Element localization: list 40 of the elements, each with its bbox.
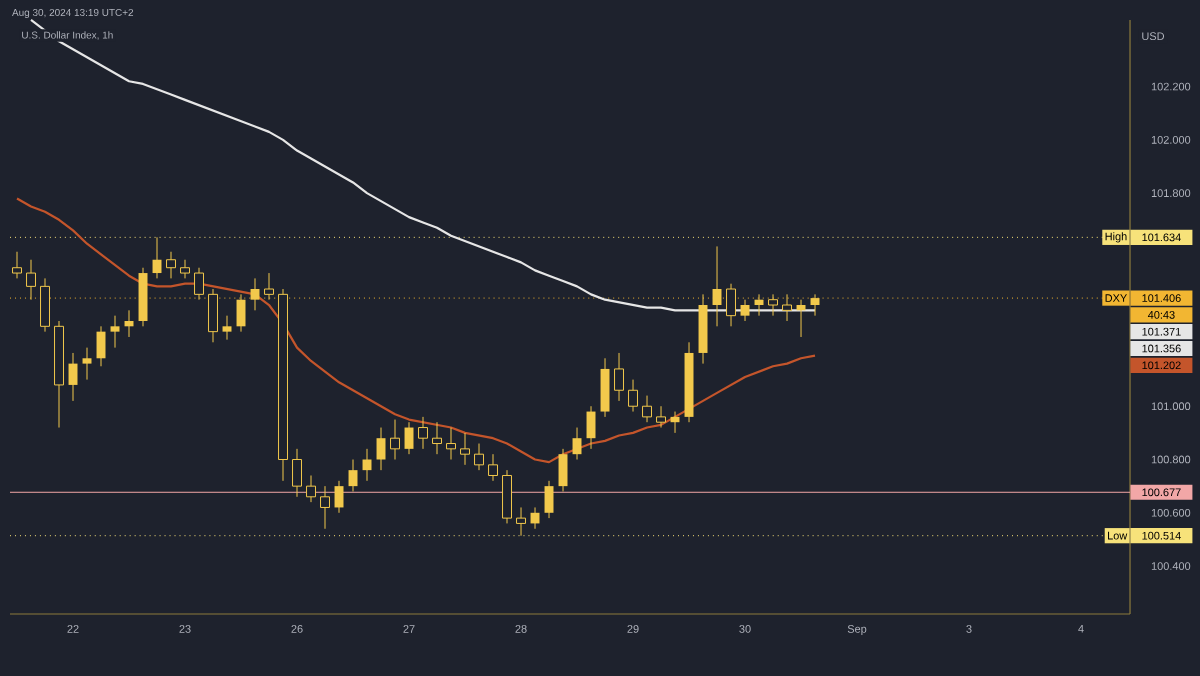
candlestick [292,448,302,498]
candlestick [208,288,218,343]
candlestick [656,405,666,429]
candlestick [194,267,204,301]
candlestick [782,293,792,322]
candlestick [180,259,190,279]
candlestick [768,293,778,317]
candlestick [614,352,624,402]
candlestick [446,427,456,461]
candlestick [306,474,316,503]
candlestick [600,357,610,418]
candlestick [460,432,470,466]
candlestick [250,277,260,311]
candlestick [390,419,400,461]
candlestick [712,245,722,327]
candlestick [376,427,386,471]
candlestick [12,251,22,279]
candlestick [726,283,736,327]
candlestick [82,347,92,381]
candlestick [432,421,442,455]
candlestick [110,315,120,349]
candlestick [628,379,638,413]
candlestick [418,416,428,450]
candlestick [488,453,498,482]
candlestick [740,299,750,322]
candlestick [320,485,330,530]
candlestick [516,506,526,537]
candlestick [810,293,820,317]
candlestick [222,315,232,341]
candlestick [474,443,484,471]
candlestick [264,272,274,301]
candlestick [502,469,512,524]
candlestick [642,395,652,423]
candlestick [26,259,36,301]
candlestick [166,251,176,279]
candlestick [558,448,568,492]
candlestick [544,480,554,519]
candlestick [348,459,358,492]
candlestick [40,277,50,333]
candlestick [572,427,582,461]
